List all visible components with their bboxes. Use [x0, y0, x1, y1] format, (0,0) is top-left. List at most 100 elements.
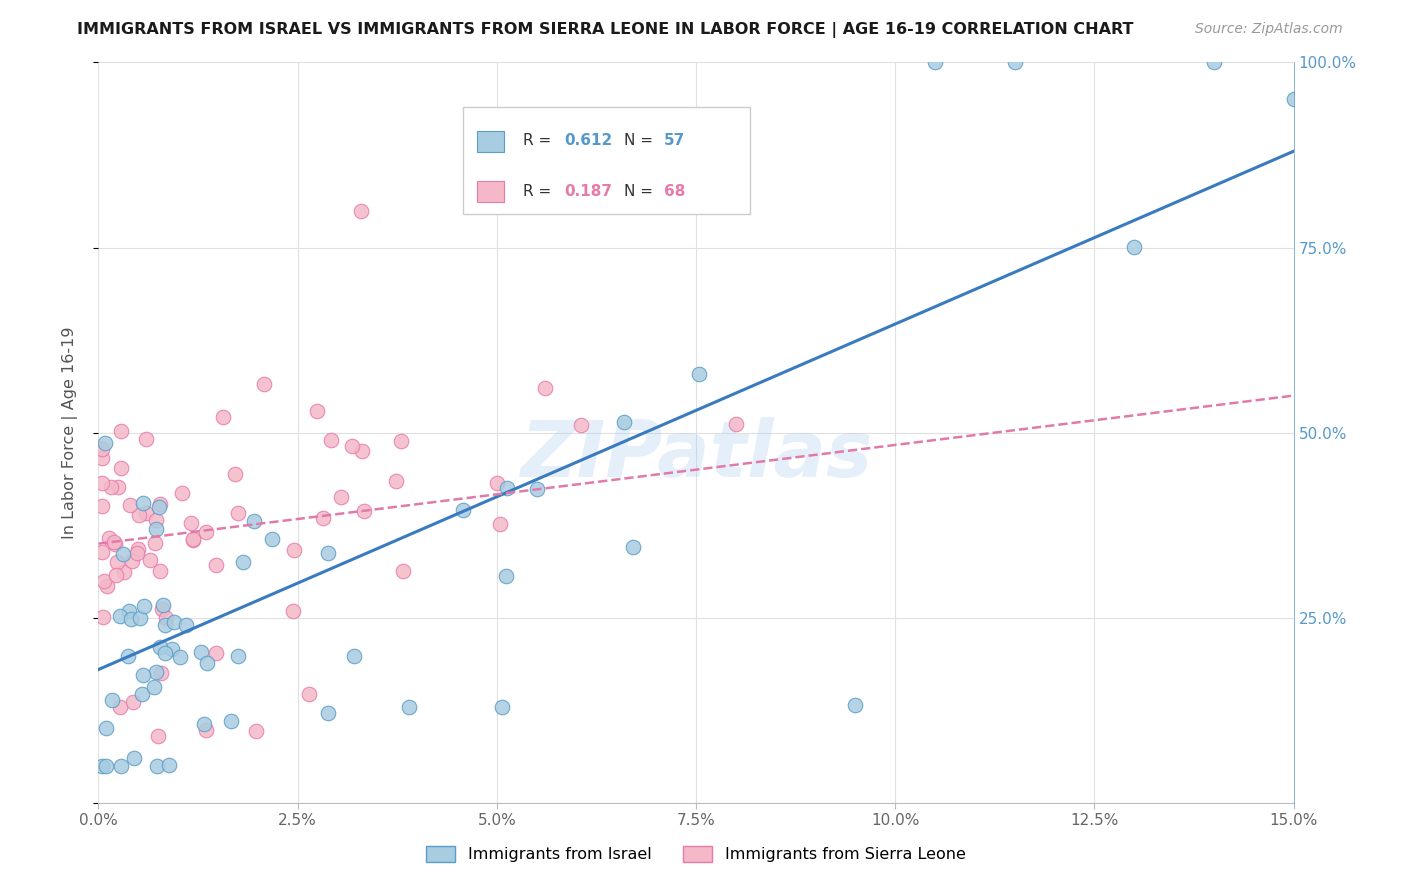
Text: Source: ZipAtlas.com: Source: ZipAtlas.com [1195, 22, 1343, 37]
Point [117, 649, 139, 664]
Y-axis label: In Labor Force | Age 16-19: In Labor Force | Age 16-19 [62, 326, 77, 539]
Point [316, 545, 339, 559]
Point [724, 417, 747, 431]
Point [101, 693, 124, 707]
Point [844, 698, 866, 712]
Point [104, 537, 127, 551]
Point [924, 55, 946, 70]
Point [174, 618, 197, 632]
Point [253, 377, 276, 392]
Text: R =: R = [523, 184, 551, 199]
Point [226, 506, 249, 520]
Point [169, 650, 191, 665]
Point [145, 523, 167, 537]
Point [121, 695, 143, 709]
Point [353, 504, 375, 518]
Point [135, 506, 157, 520]
Point [91, 758, 114, 772]
Point [613, 415, 636, 429]
Point [163, 615, 186, 629]
Text: 0.187: 0.187 [565, 184, 613, 199]
Point [1123, 240, 1146, 254]
Point [193, 717, 215, 731]
Point [110, 758, 132, 772]
Text: 68: 68 [664, 184, 685, 199]
Point [124, 751, 146, 765]
Point [112, 548, 135, 562]
Point [190, 645, 212, 659]
Point [149, 497, 172, 511]
Point [91, 499, 114, 513]
Point [204, 558, 226, 573]
Point [134, 599, 156, 614]
Point [329, 490, 352, 504]
Point [120, 612, 142, 626]
Point [91, 451, 114, 466]
Point [118, 499, 141, 513]
Point [496, 481, 519, 495]
Text: 0.612: 0.612 [565, 133, 613, 148]
Point [211, 410, 233, 425]
Point [152, 598, 174, 612]
FancyBboxPatch shape [463, 107, 749, 214]
Point [100, 480, 122, 494]
Point [195, 656, 218, 670]
Point [224, 467, 246, 482]
Text: 57: 57 [664, 133, 685, 148]
Point [143, 536, 166, 550]
Point [688, 368, 710, 382]
Point [172, 486, 194, 500]
Point [98, 531, 121, 545]
Text: IMMIGRANTS FROM ISRAEL VS IMMIGRANTS FROM SIERRA LEONE IN LABOR FORCE | AGE 16-1: IMMIGRANTS FROM ISRAEL VS IMMIGRANTS FRO… [77, 22, 1133, 38]
Point [232, 556, 254, 570]
Point [108, 700, 131, 714]
Point [162, 641, 184, 656]
Point [91, 475, 114, 490]
Point [340, 439, 363, 453]
Text: R =: R = [523, 133, 551, 148]
Point [93, 574, 115, 589]
Point [139, 553, 162, 567]
Point [110, 425, 132, 439]
Point [343, 649, 366, 664]
Point [128, 508, 150, 522]
Point [150, 665, 173, 680]
Point [350, 203, 373, 218]
Point [135, 433, 157, 447]
Point [495, 569, 517, 583]
Point [146, 729, 169, 743]
Point [118, 604, 141, 618]
Point [316, 706, 339, 720]
Point [105, 568, 128, 582]
Point [305, 404, 328, 418]
Point [94, 436, 117, 450]
Point [204, 646, 226, 660]
Point [485, 476, 508, 491]
Point [110, 460, 132, 475]
Point [1282, 92, 1305, 106]
Point [281, 604, 304, 618]
Point [245, 724, 267, 739]
Point [148, 500, 170, 514]
Point [132, 495, 155, 509]
Point [131, 687, 153, 701]
Point [127, 542, 149, 557]
Point [96, 579, 118, 593]
Point [149, 564, 172, 578]
Point [94, 721, 117, 735]
Point [153, 618, 176, 632]
Point [321, 434, 343, 448]
Text: ZIPatlas: ZIPatlas [520, 417, 872, 493]
Legend: Immigrants from Israel, Immigrants from Sierra Leone: Immigrants from Israel, Immigrants from … [420, 839, 972, 869]
Point [181, 533, 204, 548]
Point [91, 442, 114, 456]
Point [228, 649, 250, 664]
FancyBboxPatch shape [477, 181, 503, 202]
Point [298, 687, 321, 701]
Point [534, 381, 557, 395]
Point [155, 611, 177, 625]
Point [312, 511, 335, 525]
Point [1202, 55, 1225, 70]
Point [131, 668, 153, 682]
Point [149, 640, 172, 654]
